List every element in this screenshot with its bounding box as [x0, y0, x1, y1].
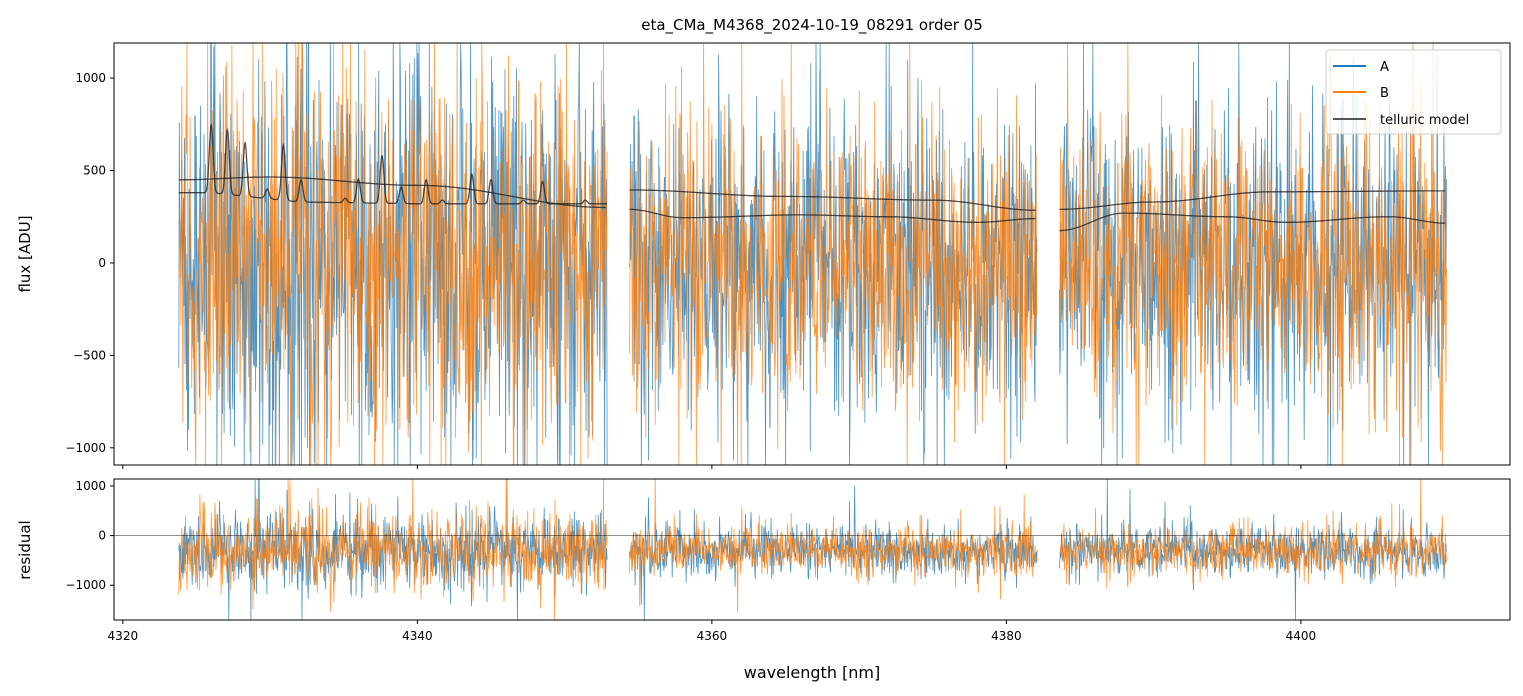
x-axis-label: wavelength [nm] — [744, 663, 881, 682]
legend-label-telluric: telluric model — [1380, 113, 1469, 128]
x-tick-label: 4380 — [991, 629, 1022, 643]
telluric-model-curve-5 — [1059, 190, 1446, 211]
residual-b-segment-3 — [1059, 479, 1447, 589]
telluric-model-curve-3 — [629, 189, 1036, 211]
legend-label-a: A — [1380, 60, 1389, 75]
residual-y-label: residual — [16, 520, 34, 579]
chart-title: eta_CMa_M4368_2024-10-19_08291 order 05 — [641, 16, 983, 35]
telluric-model-curve-2 — [178, 123, 607, 205]
series-b-segment-1 — [178, 43, 608, 465]
top-plot-area — [178, 43, 1447, 465]
series-b-segment-2 — [629, 43, 1038, 465]
x-tick-label: 4340 — [402, 629, 433, 643]
top-axes-frame — [113, 42, 1511, 466]
telluric-model-curve-4 — [629, 208, 1036, 223]
legend-label-b: B — [1380, 86, 1389, 101]
x-tick-label: 4320 — [108, 629, 139, 643]
top-y-label: flux [ADU] — [16, 215, 34, 292]
residual-axes-frame — [113, 478, 1511, 621]
top-y-tick-label: 0 — [98, 256, 106, 270]
ticks: 4320 4340 4360 4380 4400 1000 500 0 −500 −1000 100… — [65, 71, 1316, 643]
residual-b-segment-2 — [629, 479, 1038, 614]
x-tick-label: 4400 — [1286, 629, 1317, 643]
x-tick-label: 4360 — [697, 629, 728, 643]
residual-y-tick-label: −1000 — [65, 578, 106, 592]
legend-box — [1325, 49, 1502, 135]
telluric-model-curve-6 — [1059, 212, 1446, 232]
residual-y-tick-label: 1000 — [75, 479, 106, 493]
legend: A B telluric model — [1325, 49, 1502, 135]
residual-plot-area — [114, 479, 1510, 620]
top-y-tick-label: −1000 — [65, 441, 106, 455]
residual-y-tick-label: 0 — [98, 529, 106, 543]
telluric-model-curve-1 — [178, 176, 606, 209]
residual-b-segment-1 — [178, 479, 608, 620]
top-y-tick-label: 1000 — [75, 71, 106, 85]
top-y-tick-label: 500 — [83, 164, 106, 178]
top-y-tick-label: −500 — [73, 348, 106, 362]
